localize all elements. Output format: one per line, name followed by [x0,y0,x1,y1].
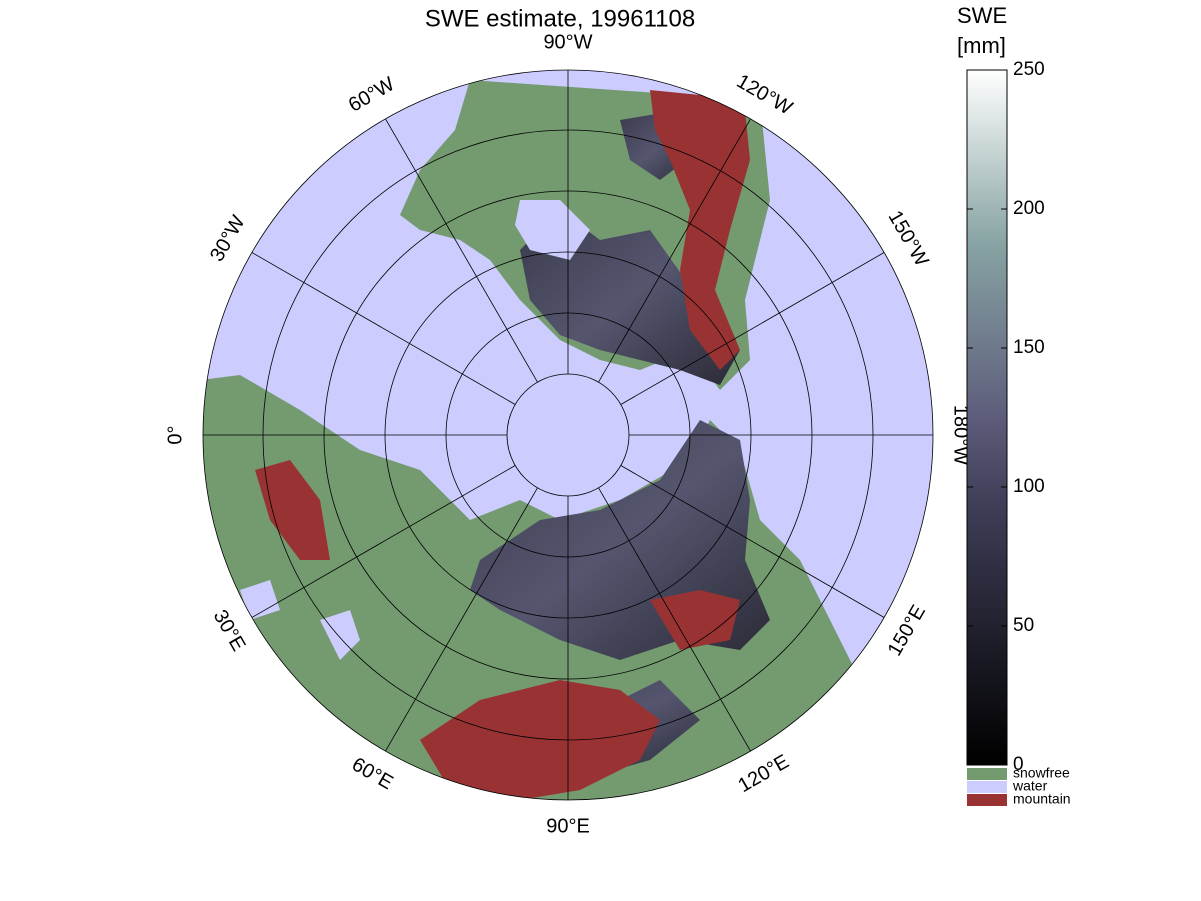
legend-swatch [967,794,1007,806]
legend-swatch [967,768,1007,780]
meridian [620,252,885,405]
longitude-label: 30°W [206,212,250,266]
meridian [598,487,751,752]
meridian [251,465,516,618]
map [203,70,933,800]
longitude-label: 90°E [546,815,590,837]
colorbar-tick-label: 150 [1013,337,1045,358]
meridian [385,118,538,383]
colorbar-ticks: 0 50 100 150 200 250 [967,59,1045,775]
colorbar-tick-label: 250 [1013,59,1045,80]
longitude-label: 120°E [734,751,792,797]
legend-label: mountain [1013,791,1071,807]
longitude-label: 180°W [950,405,972,465]
longitude-label: 30°E [209,606,250,655]
snow-north-america [520,210,740,385]
mountain-asia [420,680,660,800]
map-border [202,69,934,801]
legend-swatch [967,781,1007,793]
colorbar-tick-label: 0 [1013,754,1024,775]
colorbar-tick-label: 50 [1013,615,1034,636]
longitude-label: 120°W [733,70,796,119]
longitude-label: 90°W [543,31,592,53]
longitude-label: 0° [164,425,186,444]
longitude-label: 60°E [348,753,397,794]
colorbar-tick-label: 200 [1013,198,1045,219]
caspian-sea [320,610,360,660]
colorbar-label: SWE [957,3,1007,28]
black-sea [240,580,280,620]
longitude-label: 150°E [884,601,930,659]
colorbar-tick-label: 100 [1013,476,1045,497]
longitude-label: 60°W [345,73,399,117]
meridian [620,465,885,618]
meridian [598,118,751,383]
legend-label: water [1012,778,1048,794]
meridian [385,487,538,752]
mountain-europe [255,460,330,560]
colorbar [966,69,1008,766]
hudson-bay [515,200,590,260]
legend-label: snowfree [1013,765,1070,781]
longitude-label: 150°W [884,207,933,270]
title: SWE estimate, 19961108 [425,5,695,32]
colorbar-label: [mm] [957,33,1006,58]
meridian [251,252,516,405]
graticule [203,70,933,800]
mountain-east-siberia [650,590,740,650]
